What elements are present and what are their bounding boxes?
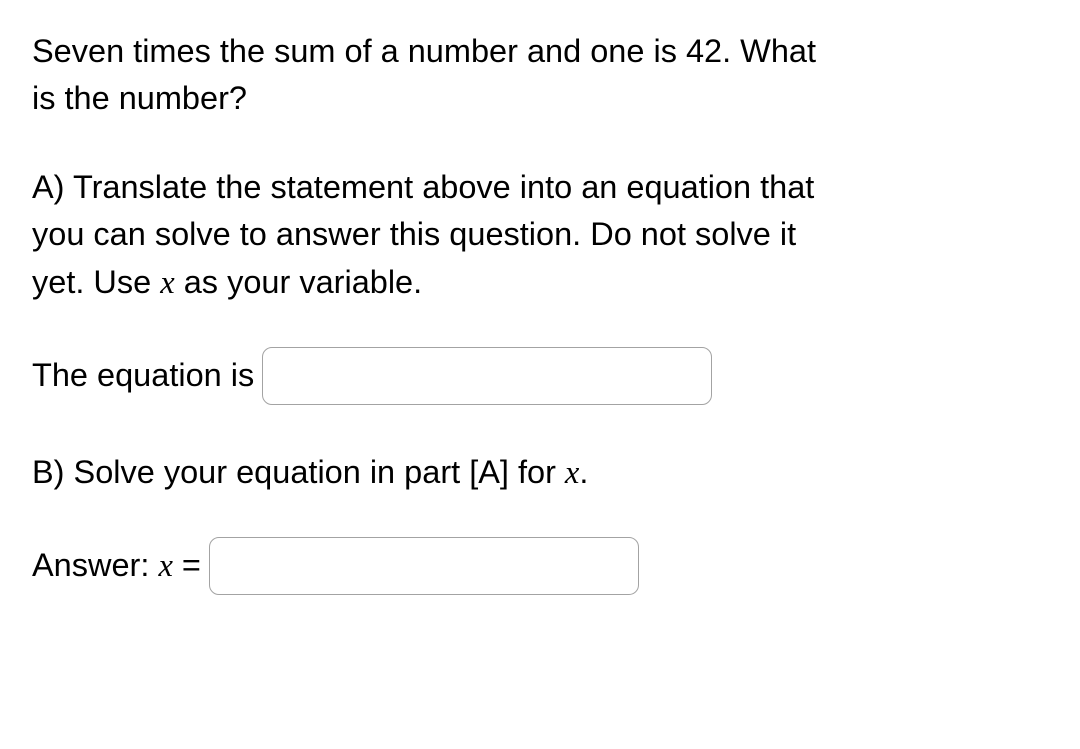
- part-b-prompt: B) Solve your equation in part [A] for x…: [32, 449, 1048, 497]
- part-a-prompt: A) Translate the statement above into an…: [32, 164, 1048, 306]
- variable-x: x: [160, 265, 174, 301]
- part-a-line-3-post: as your variable.: [175, 264, 422, 300]
- question-page: Seven times the sum of a number and one …: [0, 0, 1080, 749]
- part-a-line-2: you can solve to answer this question. D…: [32, 216, 796, 252]
- answer-label: Answer: x =: [32, 542, 201, 590]
- equation-input-row: The equation is: [32, 347, 1048, 405]
- part-b-post: .: [579, 454, 588, 490]
- problem-line-2: is the number?: [32, 80, 247, 116]
- problem-statement: Seven times the sum of a number and one …: [32, 28, 1048, 122]
- answer-input[interactable]: [209, 537, 639, 595]
- part-a-line-3-pre: yet. Use: [32, 264, 160, 300]
- answer-equals: =: [173, 547, 201, 583]
- answer-label-pre: Answer:: [32, 547, 158, 583]
- problem-line-1: Seven times the sum of a number and one …: [32, 33, 816, 69]
- answer-var-x: x: [158, 548, 172, 584]
- answer-input-row: Answer: x =: [32, 537, 1048, 595]
- variable-x-b: x: [565, 455, 579, 491]
- part-b-pre: B) Solve your equation in part [A] for: [32, 454, 565, 490]
- equation-input[interactable]: [262, 347, 712, 405]
- part-a-line-1: A) Translate the statement above into an…: [32, 169, 814, 205]
- equation-label: The equation is: [32, 352, 254, 399]
